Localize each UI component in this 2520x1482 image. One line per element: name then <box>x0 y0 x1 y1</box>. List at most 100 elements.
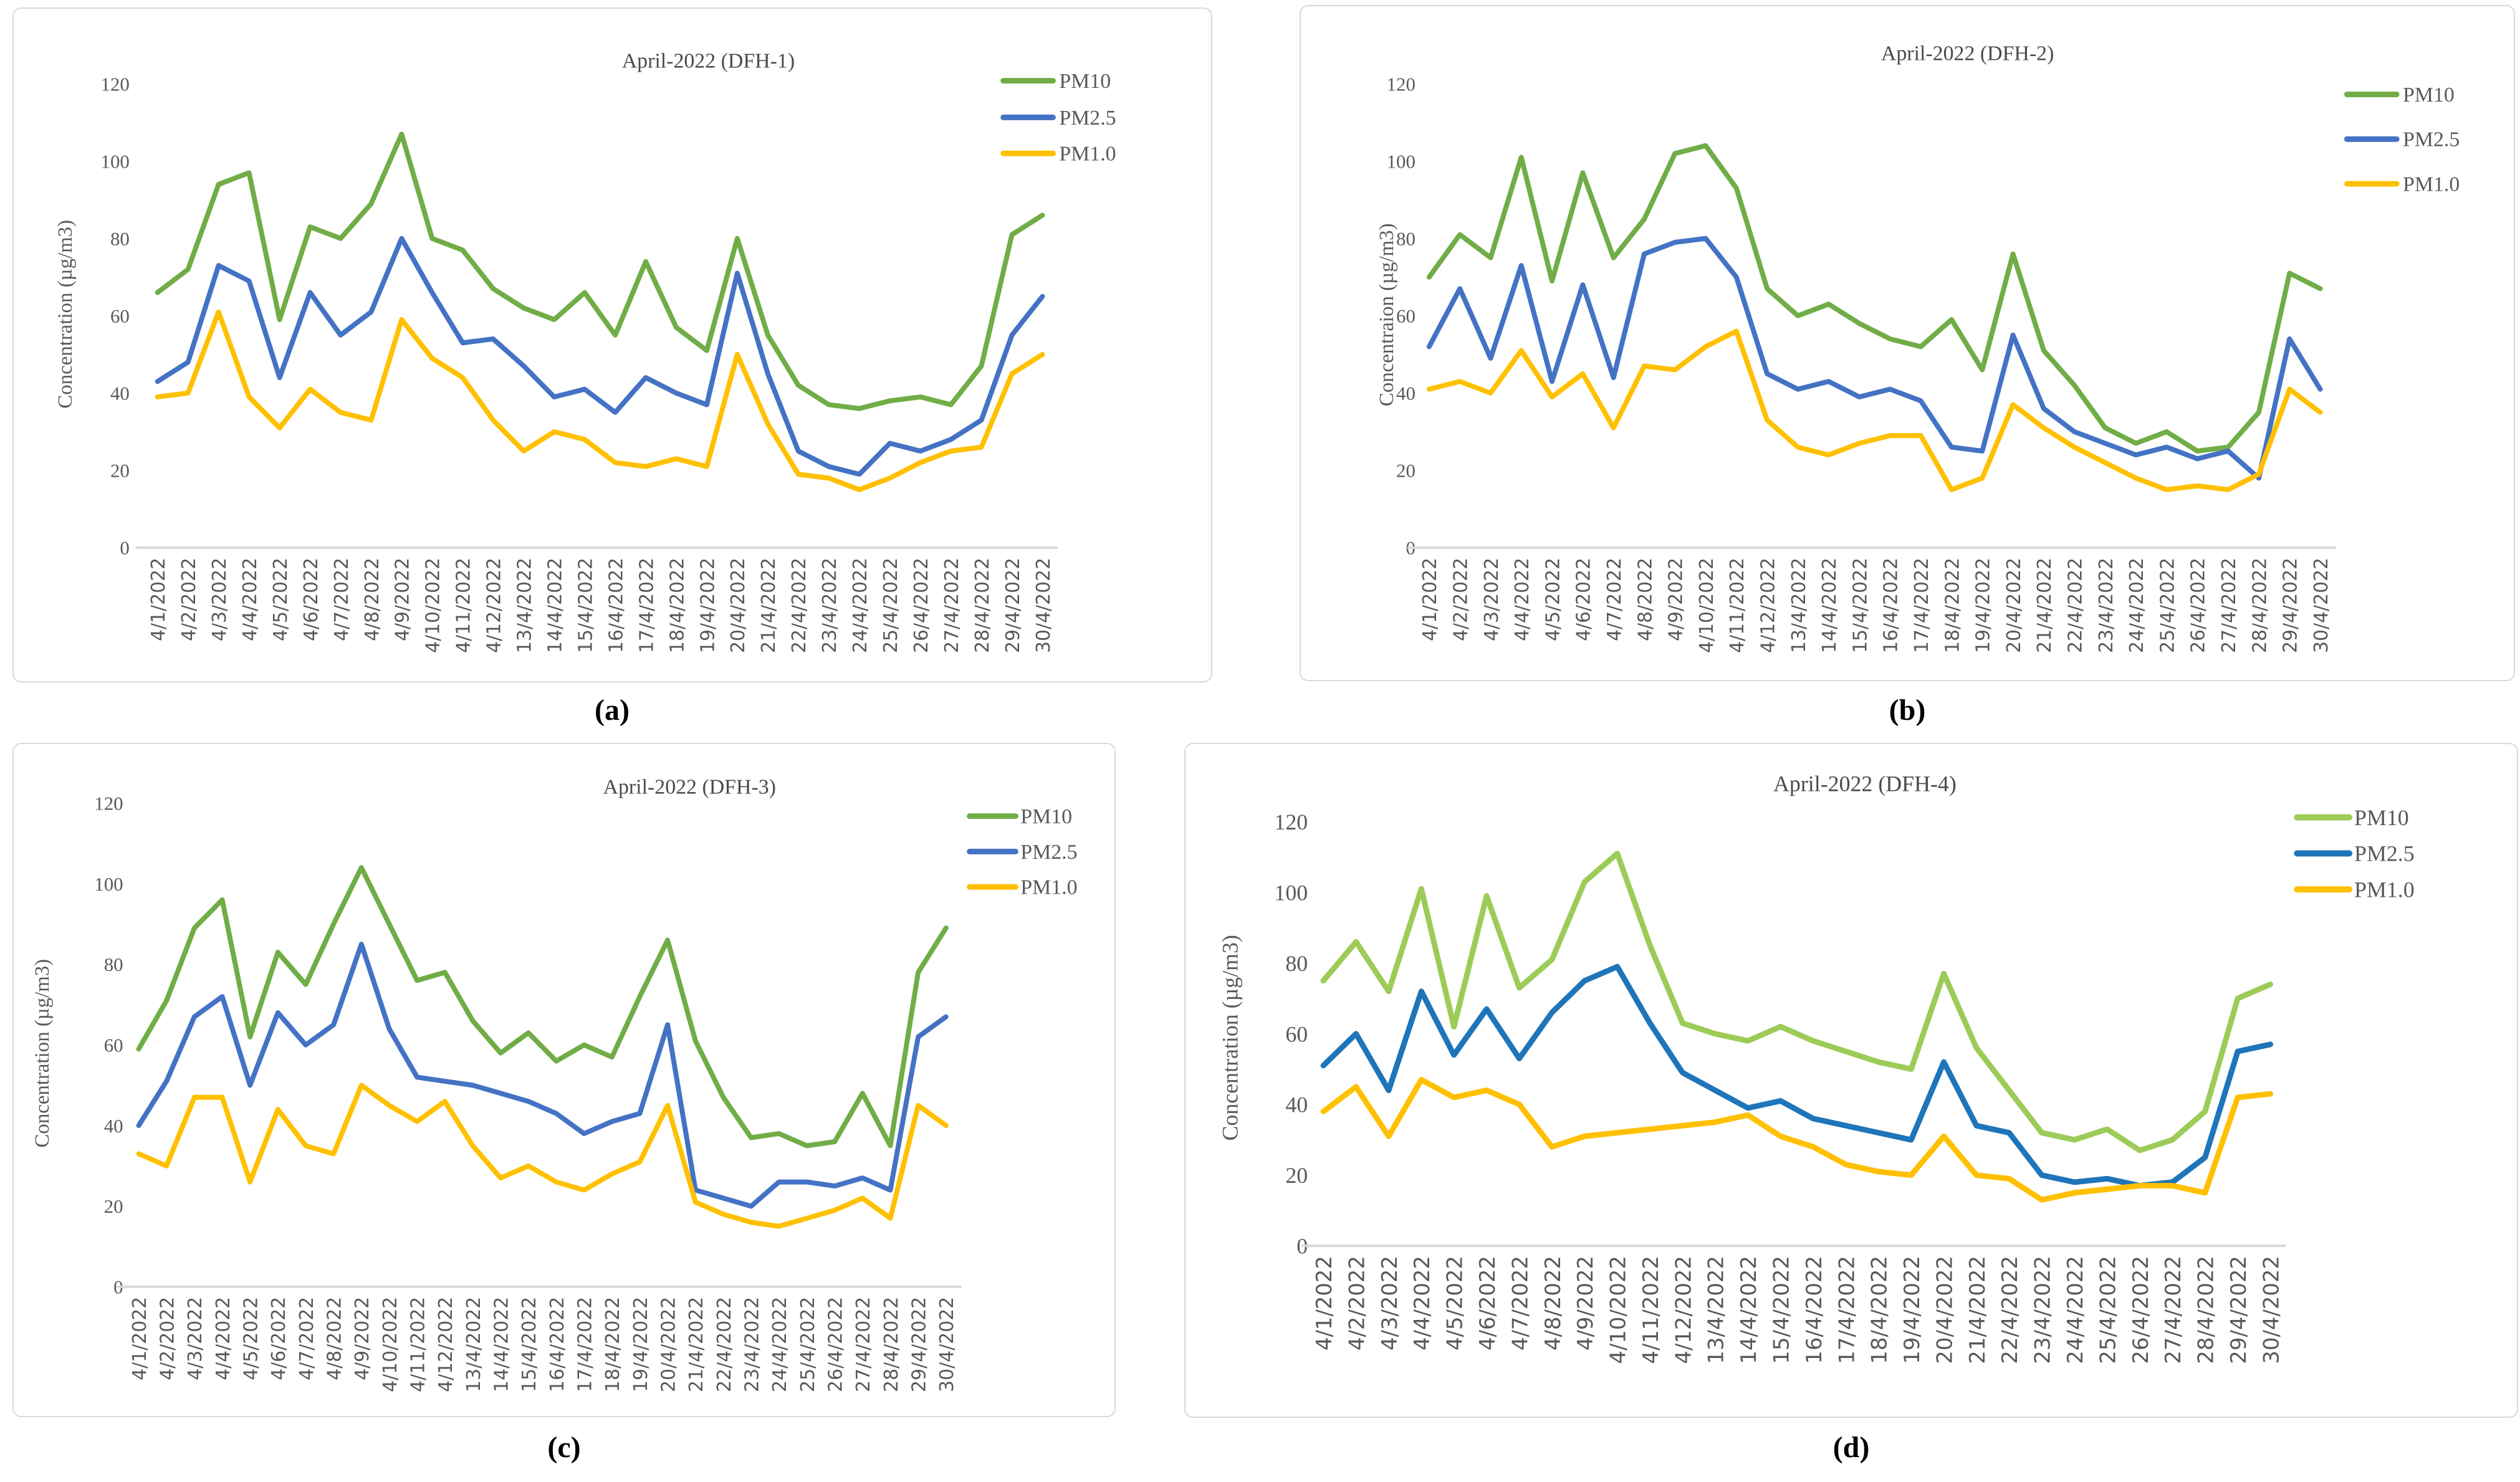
y-tick-c-120: 120 <box>94 792 123 814</box>
y-tick-d-60: 60 <box>1285 1021 1308 1046</box>
x-tick-b-12: 13/4/2022 <box>1788 558 1810 653</box>
x-tick-b-3: 4/4/2022 <box>1512 558 1533 641</box>
chart-panel-dfh4: April-2022 (DFH-4)Concentration (µg/m3)0… <box>1184 743 2518 1418</box>
x-tick-d-22: 23/4/2022 <box>2031 1256 2055 1364</box>
y-tick-b-40: 40 <box>1396 383 1416 404</box>
y-tick-d-100: 100 <box>1274 881 1308 906</box>
caption-b: (b) <box>1889 694 1926 727</box>
x-tick-a-7: 4/8/2022 <box>362 558 383 641</box>
series-line-c-PM1.0 <box>136 1083 949 1229</box>
x-tick-d-28: 29/4/2022 <box>2226 1256 2251 1364</box>
x-tick-c-10: 4/11/2022 <box>408 1297 429 1392</box>
chart-panel-dfh3: April-2022 (DFH-3)Concentration (µg/m3)0… <box>12 743 1116 1417</box>
x-tick-d-16: 17/4/2022 <box>1834 1256 1859 1364</box>
x-tick-d-14: 15/4/2022 <box>1769 1256 1793 1364</box>
x-tick-b-24: 25/4/2022 <box>2157 558 2178 653</box>
x-tick-b-2: 4/3/2022 <box>1481 558 1503 641</box>
x-tick-b-21: 22/4/2022 <box>2065 558 2087 653</box>
y-tick-a-20: 20 <box>110 460 130 482</box>
x-tick-d-12: 13/4/2022 <box>1704 1256 1728 1364</box>
series-line-b-PM2.5 <box>1426 236 2323 481</box>
x-tick-c-29: 30/4/2022 <box>936 1297 958 1392</box>
legend-label-d-PM2.5: PM2.5 <box>2354 841 2415 866</box>
x-tick-b-20: 21/4/2022 <box>2034 558 2056 653</box>
series-line-b-PM10 <box>1426 143 2323 454</box>
x-tick-d-29: 30/4/2022 <box>2259 1256 2283 1364</box>
chart-title-d: April-2022 (DFH-4) <box>1773 772 1957 796</box>
x-tick-a-3: 4/4/2022 <box>239 558 261 641</box>
x-tick-c-21: 22/4/2022 <box>714 1297 735 1392</box>
x-tick-a-19: 20/4/2022 <box>727 558 749 653</box>
x-tick-a-9: 4/10/2022 <box>423 558 444 653</box>
y-tick-a-60: 60 <box>110 305 130 327</box>
x-tick-c-25: 26/4/2022 <box>825 1297 846 1392</box>
chart-title-c: April-2022 (DFH-3) <box>603 776 776 799</box>
y-axis-title-c: Concentration (µg/m3) <box>31 959 54 1148</box>
x-tick-a-13: 14/4/2022 <box>544 558 566 653</box>
legend-label-c-PM10: PM10 <box>1020 805 1072 828</box>
x-tick-c-1: 4/2/2022 <box>157 1297 179 1380</box>
x-tick-c-27: 28/4/2022 <box>881 1297 903 1392</box>
x-tick-b-13: 14/4/2022 <box>1819 558 1841 653</box>
legend-label-c-PM2.5: PM2.5 <box>1020 841 1077 864</box>
y-axis-title-a: Concentration (µg/m3) <box>54 220 77 409</box>
x-tick-b-29: 30/4/2022 <box>2311 558 2332 653</box>
legend-label-b-PM1.0: PM1.0 <box>2403 173 2460 196</box>
legend-label-d-PM10: PM10 <box>2354 805 2409 830</box>
y-axis-title-b: Concentraion (µg/m3) <box>1376 223 1398 406</box>
y-tick-c-80: 80 <box>104 954 123 975</box>
x-tick-a-10: 4/11/2022 <box>453 558 475 653</box>
x-tick-a-17: 18/4/2022 <box>666 558 688 653</box>
x-tick-b-16: 17/4/2022 <box>1911 558 1933 653</box>
x-tick-d-1: 4/2/2022 <box>1344 1256 1369 1351</box>
x-tick-b-0: 4/1/2022 <box>1419 558 1441 641</box>
x-tick-a-22: 23/4/2022 <box>819 558 841 653</box>
x-tick-a-1: 4/2/2022 <box>178 558 200 641</box>
series-line-a-PM10 <box>155 131 1045 411</box>
y-tick-a-40: 40 <box>110 383 130 404</box>
y-tick-c-40: 40 <box>104 1115 123 1137</box>
y-tick-b-80: 80 <box>1396 227 1416 249</box>
x-tick-a-6: 4/7/2022 <box>331 558 353 641</box>
x-tick-b-14: 15/4/2022 <box>1849 558 1871 653</box>
x-tick-c-12: 13/4/2022 <box>463 1297 485 1392</box>
x-tick-d-7: 4/8/2022 <box>1541 1256 1565 1351</box>
chart-title-b: April-2022 (DFH-2) <box>1881 42 2054 65</box>
x-tick-d-18: 19/4/2022 <box>1900 1256 1924 1364</box>
x-tick-d-23: 24/4/2022 <box>2063 1256 2087 1364</box>
x-tick-d-6: 4/7/2022 <box>1508 1256 1532 1351</box>
x-tick-c-14: 15/4/2022 <box>519 1297 540 1392</box>
x-tick-c-5: 4/6/2022 <box>268 1297 290 1380</box>
x-tick-a-14: 15/4/2022 <box>575 558 596 653</box>
x-tick-c-2: 4/3/2022 <box>184 1297 206 1380</box>
series-line-d-PM10 <box>1320 851 2273 1154</box>
x-tick-b-4: 4/5/2022 <box>1542 558 1564 641</box>
x-tick-d-11: 4/12/2022 <box>1671 1256 1695 1364</box>
x-tick-b-15: 16/4/2022 <box>1880 558 1902 653</box>
x-tick-c-18: 19/4/2022 <box>630 1297 652 1392</box>
x-tick-b-11: 4/12/2022 <box>1758 558 1780 653</box>
y-tick-d-20: 20 <box>1285 1163 1308 1188</box>
y-tick-a-100: 100 <box>101 150 130 172</box>
x-tick-c-24: 25/4/2022 <box>797 1297 819 1392</box>
x-tick-b-27: 28/4/2022 <box>2249 558 2271 653</box>
y-tick-c-100: 100 <box>94 873 123 895</box>
legend-label-c-PM1.0: PM1.0 <box>1020 876 1077 899</box>
chart-svg-dfh1: April-2022 (DFH-1) Concentration (µg/m3) 0… <box>54 50 1116 653</box>
x-tick-a-16: 17/4/2022 <box>636 558 658 653</box>
legend-label-b-PM10: PM10 <box>2403 84 2455 107</box>
x-tick-c-8: 4/9/2022 <box>352 1297 373 1380</box>
y-axis-title-d: Concentration (µg/m3) <box>1218 935 1243 1140</box>
x-tick-d-27: 28/4/2022 <box>2194 1256 2218 1364</box>
chart-panel-dfh1: April-2022 (DFH-1) Concentration (µg/m3) 0… <box>12 7 1212 682</box>
y-tick-c-20: 20 <box>104 1195 123 1217</box>
x-tick-a-25: 26/4/2022 <box>911 558 932 653</box>
x-tick-d-0: 4/1/2022 <box>1312 1256 1336 1351</box>
x-tick-b-25: 26/4/2022 <box>2188 558 2210 653</box>
x-tick-c-19: 20/4/2022 <box>658 1297 679 1392</box>
x-tick-b-1: 4/2/2022 <box>1450 558 1472 641</box>
x-tick-a-4: 4/5/2022 <box>270 558 292 641</box>
chart-svg-dfh2: April-2022 (DFH-2)Concentraion (µg/m3)02… <box>1376 42 2460 653</box>
chart-svg-dfh4: April-2022 (DFH-4)Concentration (µg/m3)0… <box>1218 772 2415 1364</box>
x-tick-b-5: 4/6/2022 <box>1573 558 1595 641</box>
